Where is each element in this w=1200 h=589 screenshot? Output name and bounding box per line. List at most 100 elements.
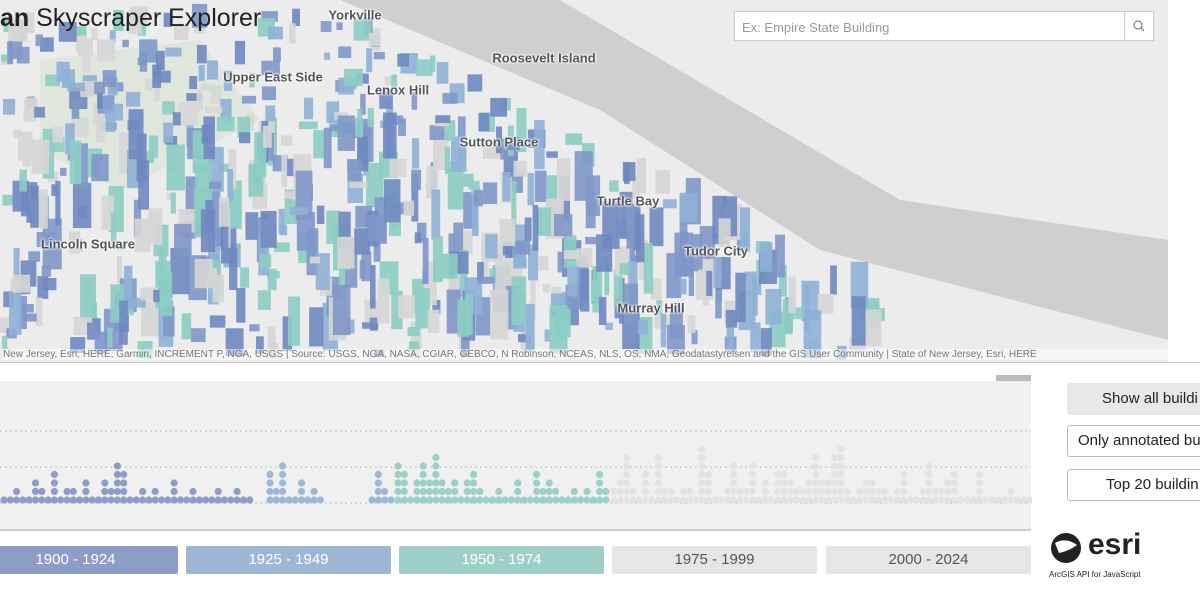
building [39,37,54,52]
building-dot [679,487,687,496]
building [262,125,272,148]
building [397,53,410,67]
building [679,192,698,223]
building [194,187,206,238]
building-dot [374,470,382,479]
building-dot [931,487,939,496]
period-button[interactable]: 1950 - 1974 [399,546,604,574]
building-dot [482,496,490,504]
building-dot [698,496,706,504]
building [223,70,233,92]
map-label: Murray Hill [617,300,685,316]
building-dot [120,487,128,496]
building-dot [660,496,669,504]
building-dot [470,496,478,504]
building-dot [514,479,522,487]
building [137,17,147,36]
building-dot [786,479,795,487]
filter-button[interactable]: Top 20 buildin [1067,469,1200,501]
period-button[interactable]: 1900 - 1924 [0,546,178,574]
building [1,58,12,65]
building [133,199,142,237]
building-dot [476,487,484,496]
building-dot [812,496,820,504]
building-dot [233,496,241,504]
building-dot [862,479,870,487]
building [326,210,341,244]
filter-button[interactable]: Show all buildi [1067,383,1200,415]
building-dot [381,496,389,504]
building [203,116,215,160]
building-dot [214,487,222,496]
building [281,135,293,146]
search-button[interactable] [1124,12,1153,40]
building-dot [868,479,876,487]
building [65,123,75,155]
building [357,135,369,172]
building-dot [202,496,210,504]
building [69,140,82,185]
building [502,171,511,202]
building [485,234,498,259]
building [249,324,260,332]
building [112,103,123,121]
building-dot [736,496,744,504]
building-dot [539,496,547,504]
building [166,144,185,191]
period-button[interactable]: 2000 - 2024 [826,546,1031,574]
building-dot [837,445,845,453]
building [637,319,649,335]
building-dot [786,487,795,496]
building [436,62,449,84]
building [186,93,203,101]
building [174,223,192,257]
building-dot [151,496,159,504]
building-dot [139,487,147,496]
building [245,212,259,240]
building [332,284,351,336]
building-dot [145,496,153,504]
building [204,106,223,113]
scroll-thumb[interactable] [996,375,1031,381]
building [366,48,373,73]
building [415,59,433,77]
building [527,244,539,281]
building [200,84,214,92]
building [432,236,443,283]
period-button[interactable]: 1975 - 1999 [612,546,817,574]
building [691,330,698,345]
building [194,258,213,289]
building-dot [1007,487,1015,496]
building-dot [583,487,591,496]
building-dot [101,479,109,487]
building-dot [381,487,389,496]
building [576,248,593,268]
building [163,12,172,27]
building-dot [451,487,459,496]
building [337,115,356,151]
building-dot [451,479,459,487]
building [655,170,671,194]
building-dot [818,496,826,504]
building [306,228,319,276]
building [82,50,91,73]
building [67,82,85,92]
title-text: Skyscraper Explorer [36,4,262,32]
building-dot [654,462,662,470]
building [289,23,296,44]
building [255,336,264,354]
building [35,34,43,47]
map[interactable]: an Skyscraper Explorer Ex: Empire State … [0,0,1168,362]
building [156,50,165,71]
building-dot [824,487,832,496]
building-dot [82,487,90,496]
building [415,288,430,329]
building [68,231,81,255]
building [410,321,422,358]
building-dot [931,496,939,504]
period-button[interactable]: 1925 - 1949 [186,546,391,574]
building [499,219,516,246]
filter-button[interactable]: Only annotated bu [1067,425,1200,457]
search-box[interactable]: Ex: Empire State Building [734,11,1154,41]
building [261,86,277,101]
